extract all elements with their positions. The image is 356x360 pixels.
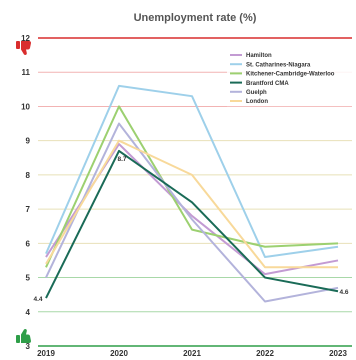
series-line-brantford-cma <box>45 149 339 299</box>
legend-label-hamilton: Hamilton <box>246 53 272 59</box>
data-label-2020: 8.7 <box>117 156 126 163</box>
y-tick-label-10: 10 <box>21 102 30 111</box>
legend-background <box>227 49 353 107</box>
x-tick-label-2023: 2023 <box>329 349 347 358</box>
thumbs-up-icon <box>16 329 31 343</box>
y-tick-label-7: 7 <box>26 205 31 214</box>
y-tick-label-3: 3 <box>26 342 31 351</box>
legend-label-guelph: Guelph <box>246 90 267 96</box>
chart-title: Unemployment rate (%) <box>134 12 257 24</box>
legend-label-london: London <box>246 99 268 105</box>
y-tick-label-8: 8 <box>26 171 31 180</box>
x-tick-label-2021: 2021 <box>183 349 201 358</box>
legend-label-brantford-cma: Brantford CMA <box>246 81 289 87</box>
series-line-kitchener-cambridge-waterloo <box>45 105 339 268</box>
y-tick-label-6: 6 <box>26 239 31 248</box>
legend-label-kitchener-cambridge-waterloo: Kitchener-Cambridge-Waterloo <box>246 72 335 78</box>
series-line-st-catharines-niagara <box>45 84 339 259</box>
y-tick-label-9: 9 <box>26 137 31 146</box>
thumbs-down-hand <box>21 41 31 55</box>
x-tick-label-2019: 2019 <box>37 349 55 358</box>
thumbs-up-hand <box>21 329 31 343</box>
thumbs-down-icon <box>16 41 31 55</box>
legend-label-st-catharines-niagara: St. Catharines-Niagara <box>246 62 311 68</box>
data-label-2023: 4.6 <box>339 289 348 296</box>
x-tick-label-2020: 2020 <box>110 349 128 358</box>
y-tick-label-4: 4 <box>26 308 31 317</box>
y-tick-label-12: 12 <box>21 34 30 43</box>
y-tick-label-11: 11 <box>22 68 31 77</box>
thumbs-down-cuff <box>16 41 20 49</box>
x-tick-label-2022: 2022 <box>256 349 274 358</box>
series-line-guelph <box>45 122 339 303</box>
y-tick-label-5: 5 <box>26 274 31 283</box>
data-label-2019: 4.4 <box>33 296 42 303</box>
series-line-london <box>45 139 338 269</box>
thumbs-up-cuff <box>16 335 20 343</box>
